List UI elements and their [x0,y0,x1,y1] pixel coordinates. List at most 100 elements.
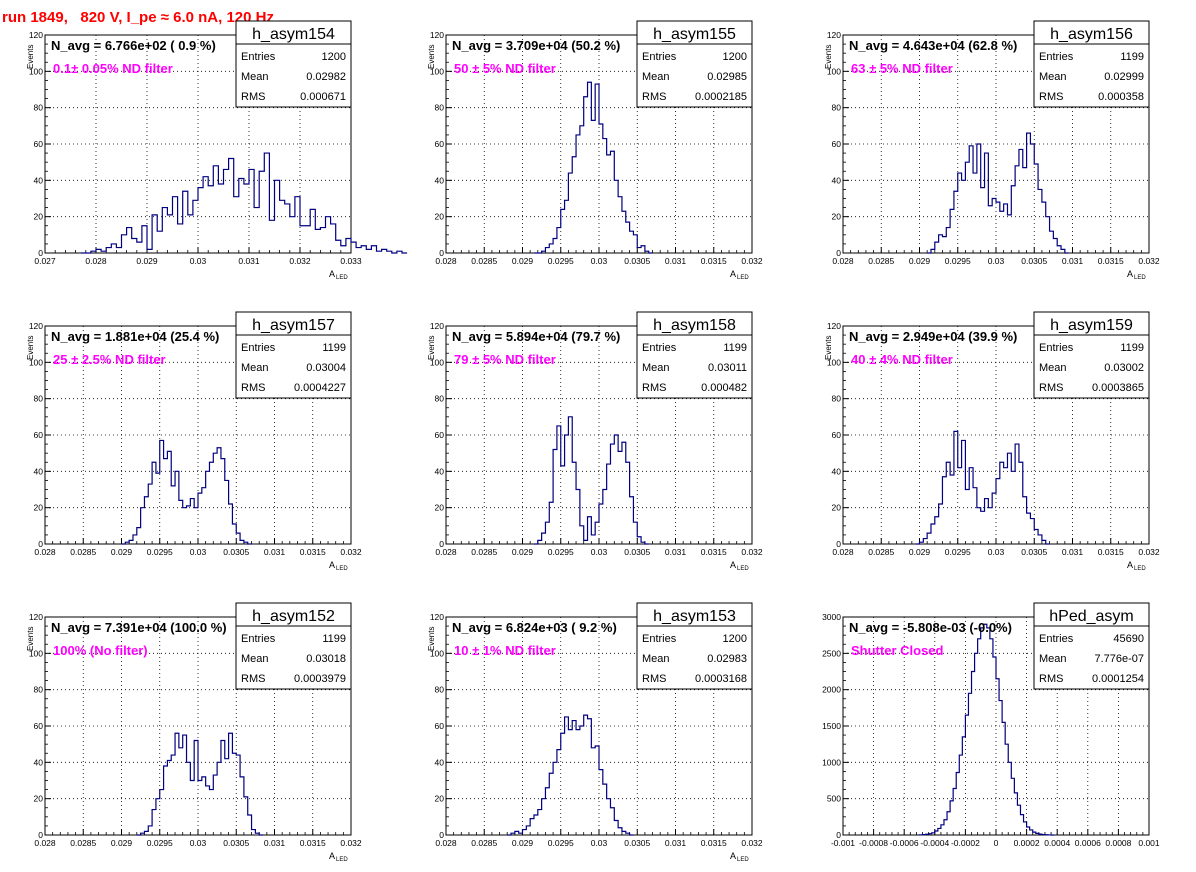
stats-mean-label: Mean [642,653,670,665]
x-tick-label: 0.0295 [548,838,574,848]
stats-mean-label: Mean [1039,653,1067,665]
histogram-panel-hPed_asym: -0.001 -0.0008 -0.0006 -0.0004 -0.0002 0 0.000… [822,602,1160,848]
stats-entries-value: 45690 [1113,633,1144,645]
stats-entries-label: Entries [642,633,677,645]
x-tick-label: 0.0006 [1075,838,1101,848]
y-tick-label: 100 [29,66,43,76]
stats-rms-label: RMS [241,673,265,685]
y-tick-label: 20 [435,212,445,222]
x-tick-label: 0.028 [435,547,457,557]
y-tick-label: 500 [827,794,841,804]
y-tick-label: 1500 [822,721,841,731]
x-tick-label: 0.031 [1062,547,1084,557]
stats-entries-label: Entries [241,633,276,645]
x-axis-title-subscript: LED [737,275,749,281]
x-tick-label: 0.033 [340,256,362,266]
x-axis-title: A [730,851,736,861]
x-tick-label: 0.032 [340,838,362,848]
stats-mean-label: Mean [642,71,670,83]
filter-label: 50 ± 5% ND filter [454,61,556,76]
stats-box [235,20,352,108]
x-axis-title-subscript: LED [737,566,749,572]
filter-label: 10 ± 1% ND filter [454,643,556,658]
x-tick-label: 0.031 [264,838,286,848]
y-tick-label: 120 [827,321,841,331]
y-tick-label: 2500 [822,648,841,658]
stats-mean-label: Mean [241,653,269,665]
x-tick-label: 0.03 [988,256,1005,266]
y-tick-label: 3000 [822,612,841,622]
stats-box [1033,311,1150,399]
stats-mean-value: 0.02999 [1104,71,1144,83]
x-tick-label: 0.0305 [1021,256,1047,266]
y-tick-label: 40 [34,466,44,476]
y-tick-label: 100 [430,66,444,76]
y-tick-label: 20 [34,794,44,804]
y-tick-label: 80 [832,394,842,404]
stats-histogram-name: h_asym158 [653,317,736,334]
x-tick-label: 0.0295 [147,838,173,848]
y-axis-title: Events [427,45,436,69]
x-axis-title: A [329,560,335,570]
x-tick-label: -0.0006 [890,838,919,848]
y-tick-label: 100 [29,357,43,367]
stats-box [636,20,753,108]
filter-label: 100% (No filter) [53,643,148,658]
stats-rms-value: 0.000482 [701,382,747,394]
stats-box [235,311,352,399]
x-axis-title-subscript: LED [1134,275,1146,281]
stats-rms-value: 0.0003168 [695,673,747,685]
x-tick-label: 0.0315 [300,547,326,557]
x-tick-label: 0.027 [34,256,56,266]
y-tick-label: 60 [832,139,842,149]
n-avg-label: N_avg = 3.709e+04 (50.2 %) [452,38,620,53]
stats-mean-label: Mean [241,362,269,374]
x-tick-label: 0.03 [190,256,207,266]
x-axis-title-subscript: LED [737,857,749,863]
filter-label: 0.1± 0.05% ND filter [53,61,173,76]
y-tick-label: 0 [439,539,444,549]
stats-rms-label: RMS [241,91,265,103]
y-tick-label: 40 [34,175,44,185]
stats-mean-value: 0.02983 [707,653,747,665]
stats-rms-label: RMS [642,91,666,103]
x-tick-label: 0.028 [34,547,56,557]
x-tick-label: 0.031 [238,256,260,266]
y-tick-label: 20 [435,503,445,513]
x-tick-label: 0.028 [435,256,457,266]
stats-mean-value: 0.03018 [306,653,346,665]
x-tick-label: 0.0305 [1021,547,1047,557]
y-tick-label: 60 [34,721,44,731]
x-tick-label: 0.0295 [945,256,971,266]
x-tick-label: 0.031 [665,256,687,266]
x-tick-label: -0.0008 [859,838,888,848]
y-axis-title: Events [824,45,833,69]
histogram-panel-h_asym154: 0.027 0.028 0.029 0.03 0.031 0.032 0.033 0 20 40 6… [26,20,408,281]
y-tick-label: 0 [439,830,444,840]
x-tick-label: 0.0305 [624,256,650,266]
stats-rms-value: 0.0004227 [294,382,346,394]
stats-histogram-name: hPed_asym [1049,608,1134,625]
y-axis-title: Events [26,336,35,360]
y-tick-label: 1000 [822,757,841,767]
n-avg-label: N_avg = 1.881e+04 (25.4 %) [51,329,219,344]
stats-box [636,311,753,399]
y-tick-label: 40 [832,175,842,185]
n-avg-label: N_avg = -5.808e-03 (-0.0%) [849,620,1012,635]
x-tick-label: 0.001 [1138,838,1160,848]
x-tick-label: 0.032 [1138,256,1160,266]
histogram-step-line [533,81,653,254]
stats-entries-value: 1200 [723,51,747,63]
x-tick-label: 0.0315 [701,838,727,848]
stats-box [1033,20,1150,108]
x-tick-label: 0.03 [591,547,608,557]
y-tick-label: 80 [832,103,842,113]
x-axis-title: A [730,560,736,570]
stats-histogram-name: h_asym157 [252,317,335,334]
x-axis-title: A [1127,269,1133,279]
stats-entries-value: 1200 [723,633,747,645]
x-tick-label: 0.0315 [701,547,727,557]
y-tick-label: 120 [430,612,444,622]
y-tick-label: 80 [34,394,44,404]
x-tick-label: 0.032 [741,256,763,266]
